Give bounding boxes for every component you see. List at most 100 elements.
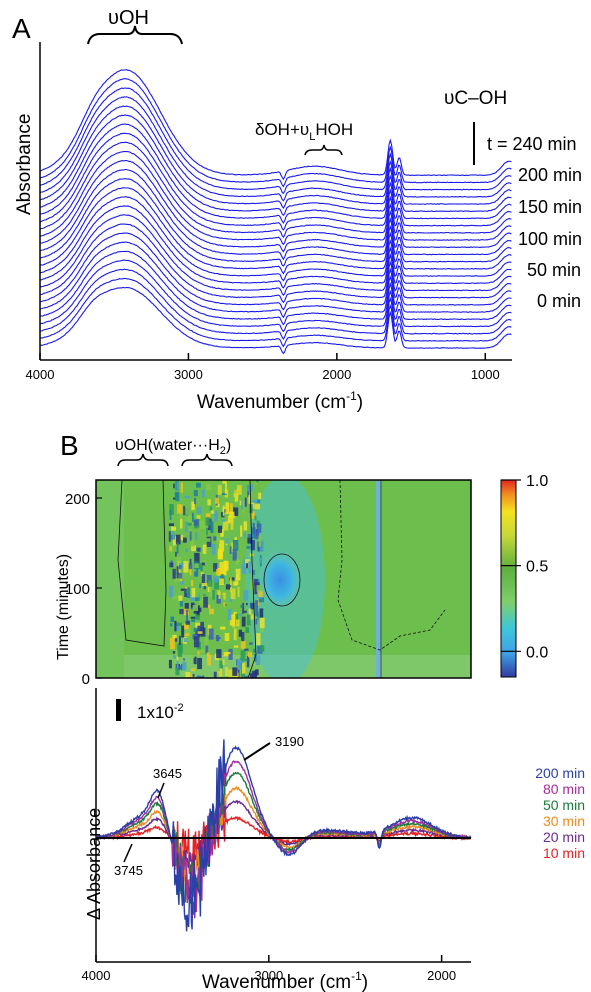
- heatmap-cell: [245, 626, 249, 633]
- heatmap-contour: [247, 480, 257, 678]
- heatmap-cell: [199, 520, 205, 530]
- heatmap-cell: [240, 604, 244, 608]
- heatmap-cell: [216, 569, 221, 575]
- heatmap-contour: [337, 480, 446, 651]
- absorbance-trace: [39, 259, 512, 333]
- heatmap-cell: [201, 562, 205, 566]
- heatmap-cell: [223, 592, 226, 600]
- heatmap-cell: [180, 588, 185, 591]
- colorbar-tick-label: 1.0: [526, 473, 548, 490]
- panel-a-y-label: Absorbance: [14, 114, 35, 215]
- heatmap-cell: [230, 577, 232, 586]
- heatmap-cell: [219, 562, 225, 574]
- heatmap-cell: [242, 602, 245, 614]
- heatmap-cell: [251, 614, 254, 620]
- heatmap-cell: [170, 623, 173, 627]
- heatmap-cell: [177, 647, 183, 657]
- peak-label-3190: 3190: [275, 734, 304, 749]
- heatmap-cell: [223, 560, 228, 572]
- absorbance-trace: [39, 159, 512, 253]
- heatmap-cell: [227, 515, 233, 524]
- heatmap-frame: [95, 479, 472, 679]
- heatmap-cell: [192, 504, 196, 509]
- x-tick-label: 3000: [254, 968, 283, 983]
- heatmap-cell: [258, 597, 264, 603]
- heatmap-cell: [213, 576, 219, 583]
- heatmap-cell: [207, 499, 211, 506]
- heatmap-cell: [259, 617, 265, 629]
- heatmap-cell: [189, 558, 192, 565]
- absorbance-trace: [39, 132, 512, 231]
- heatmap-cell: [255, 482, 258, 486]
- difference-trace: [95, 794, 472, 879]
- heatmap-cell: [249, 673, 253, 678]
- heatmap-cell: [173, 649, 179, 656]
- heatmap-cell: [170, 616, 175, 622]
- heatmap-cell: [192, 604, 199, 611]
- legend-entry: 80 min: [543, 781, 585, 797]
- heatmap-cell: [225, 502, 230, 514]
- heatmap-cell: [250, 602, 255, 610]
- heatmap-cell: [191, 545, 196, 552]
- heatmap-cell: [176, 665, 182, 670]
- heatmap-y-ticks: 200 100 0: [65, 491, 102, 688]
- heatmap-cell: [201, 489, 205, 498]
- heatmap-cell: [213, 563, 218, 572]
- absorbance-trace: [39, 87, 512, 195]
- time-label: 150 min: [518, 197, 582, 217]
- time-label: t = 240 min: [487, 134, 577, 154]
- heatmap-cell: [219, 578, 224, 585]
- heatmap-left-band: [96, 480, 124, 678]
- heatmap-cell: [232, 540, 239, 551]
- heatmap-cell: [224, 633, 230, 641]
- panel-a-spectra: [39, 68, 512, 355]
- heatmap-cell: [172, 568, 176, 579]
- heatmap-cell: [179, 635, 181, 646]
- heatmap-cell: [186, 506, 188, 515]
- heatmap-cell: [169, 546, 173, 552]
- heatmap-cell: [209, 506, 213, 514]
- heatmap-cell: [252, 499, 257, 504]
- heatmap-cell: [190, 594, 195, 601]
- heatmap-cell: [196, 506, 202, 515]
- heatmap-cell: [257, 611, 259, 621]
- heatmap-cell: [255, 669, 259, 676]
- heatmap-cell: [175, 492, 180, 502]
- heatmap-cell: [196, 515, 201, 519]
- heatmap-cell: [194, 563, 199, 568]
- heatmap-cell: [259, 608, 264, 619]
- heatmap-cell: [247, 652, 252, 658]
- heatmap-cell: [247, 537, 253, 544]
- heatmap-cell: [203, 560, 207, 563]
- absorbance-trace: [39, 96, 512, 202]
- heatmap-cell: [259, 540, 264, 552]
- diff-x-label: Wavenumber (cm-1): [202, 969, 368, 992]
- colorbar-tick-label: 0.5: [526, 559, 548, 576]
- heatmap-contour: [263, 553, 301, 607]
- heatmap-cell: [226, 652, 231, 655]
- heatmap-cell: [249, 642, 253, 645]
- heatmap-cell: [190, 673, 193, 678]
- heatmap-cell: [241, 616, 246, 627]
- heatmap-cell: [240, 650, 246, 660]
- heatmap-cell: [251, 511, 255, 519]
- heatmap-cell: [233, 612, 237, 623]
- time-label: 0 min: [537, 291, 581, 311]
- scale-bar: [116, 699, 121, 721]
- heatmap-cell: [223, 520, 229, 531]
- heatmap-cell: [240, 525, 243, 537]
- heatmap-cell: [216, 673, 219, 678]
- heatmap-cell: [174, 623, 180, 631]
- heatmap-cell: [246, 655, 250, 668]
- heatmap-cell: [182, 661, 187, 671]
- heatmap-cell: [176, 566, 179, 579]
- heatmap-cell: [209, 608, 214, 615]
- heatmap-cell: [246, 614, 251, 626]
- y-tick-label: 200: [65, 491, 90, 508]
- heatmap-cell: [233, 581, 238, 586]
- peak-label-3645: 3645: [153, 766, 182, 781]
- x-tick-label: 3000: [174, 367, 203, 382]
- heatmap-cell: [196, 482, 201, 488]
- heatmap-cell: [255, 605, 258, 617]
- heatmap-noise-band: [168, 480, 265, 678]
